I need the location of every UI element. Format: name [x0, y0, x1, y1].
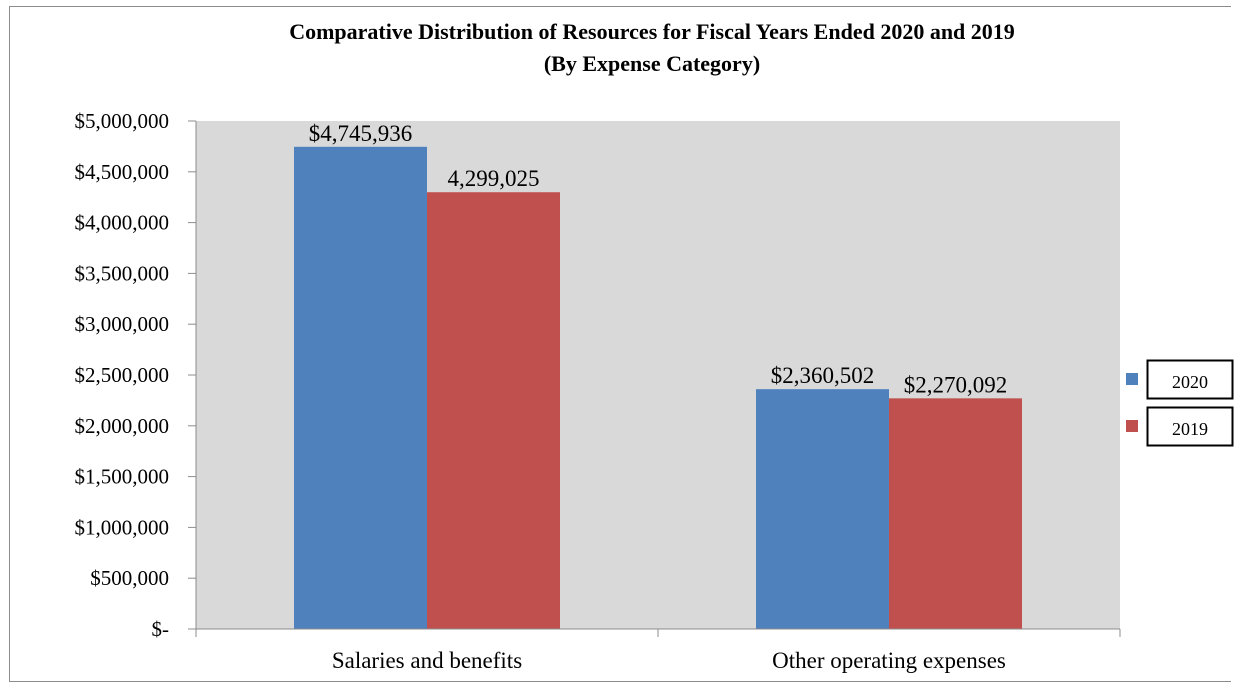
y-tick-label: $3,000,000 — [75, 312, 170, 336]
y-tick-label: $3,500,000 — [75, 261, 170, 285]
y-tick-label: $4,000,000 — [75, 211, 170, 235]
legend-box — [1146, 359, 1234, 400]
x-axis: Salaries and benefits Other operating exp… — [195, 628, 1121, 673]
data-label: $4,745,936 — [309, 121, 413, 146]
y-tick-label: $4,500,000 — [75, 160, 170, 184]
bars-layer — [294, 146, 1022, 629]
y-tick-label: $- — [152, 617, 170, 641]
data-label: $2,360,502 — [771, 363, 875, 388]
bar — [756, 389, 889, 629]
data-label: $2,270,092 — [904, 372, 1008, 397]
chart-subtitle: (By Expense Category) — [544, 51, 760, 76]
labels-layer: $4,745,936 4,299,025 $2,360,502 $2,270,092 — [309, 121, 1008, 398]
x-category-label: Salaries and benefits — [332, 648, 522, 673]
y-tick-label: $1,000,000 — [75, 515, 170, 539]
y-tick-label: $2,500,000 — [75, 363, 170, 387]
legend-label: 2020 — [1172, 372, 1208, 392]
legend-swatch — [1126, 373, 1138, 385]
y-tick-label: $2,000,000 — [75, 414, 170, 438]
bar — [427, 192, 560, 629]
x-category-label: Other operating expenses — [772, 648, 1006, 673]
legend: 2020 2019 — [1126, 359, 1234, 447]
y-tick-label: $1,500,000 — [75, 465, 170, 489]
y-tick-label: $5,000,000 — [75, 109, 170, 133]
legend-swatch — [1126, 420, 1138, 432]
legend-label: 2019 — [1172, 419, 1208, 439]
y-tick-label: $500,000 — [90, 566, 169, 590]
chart-title: Comparative Distribution of Resources fo… — [289, 19, 1015, 44]
legend-box — [1146, 406, 1234, 447]
y-axis: $- $500,000 $1,000,000 $1,500,000 $2,000,000… — [75, 109, 197, 641]
bar — [294, 146, 427, 629]
bar — [889, 398, 1022, 629]
data-label: 4,299,025 — [448, 166, 540, 191]
